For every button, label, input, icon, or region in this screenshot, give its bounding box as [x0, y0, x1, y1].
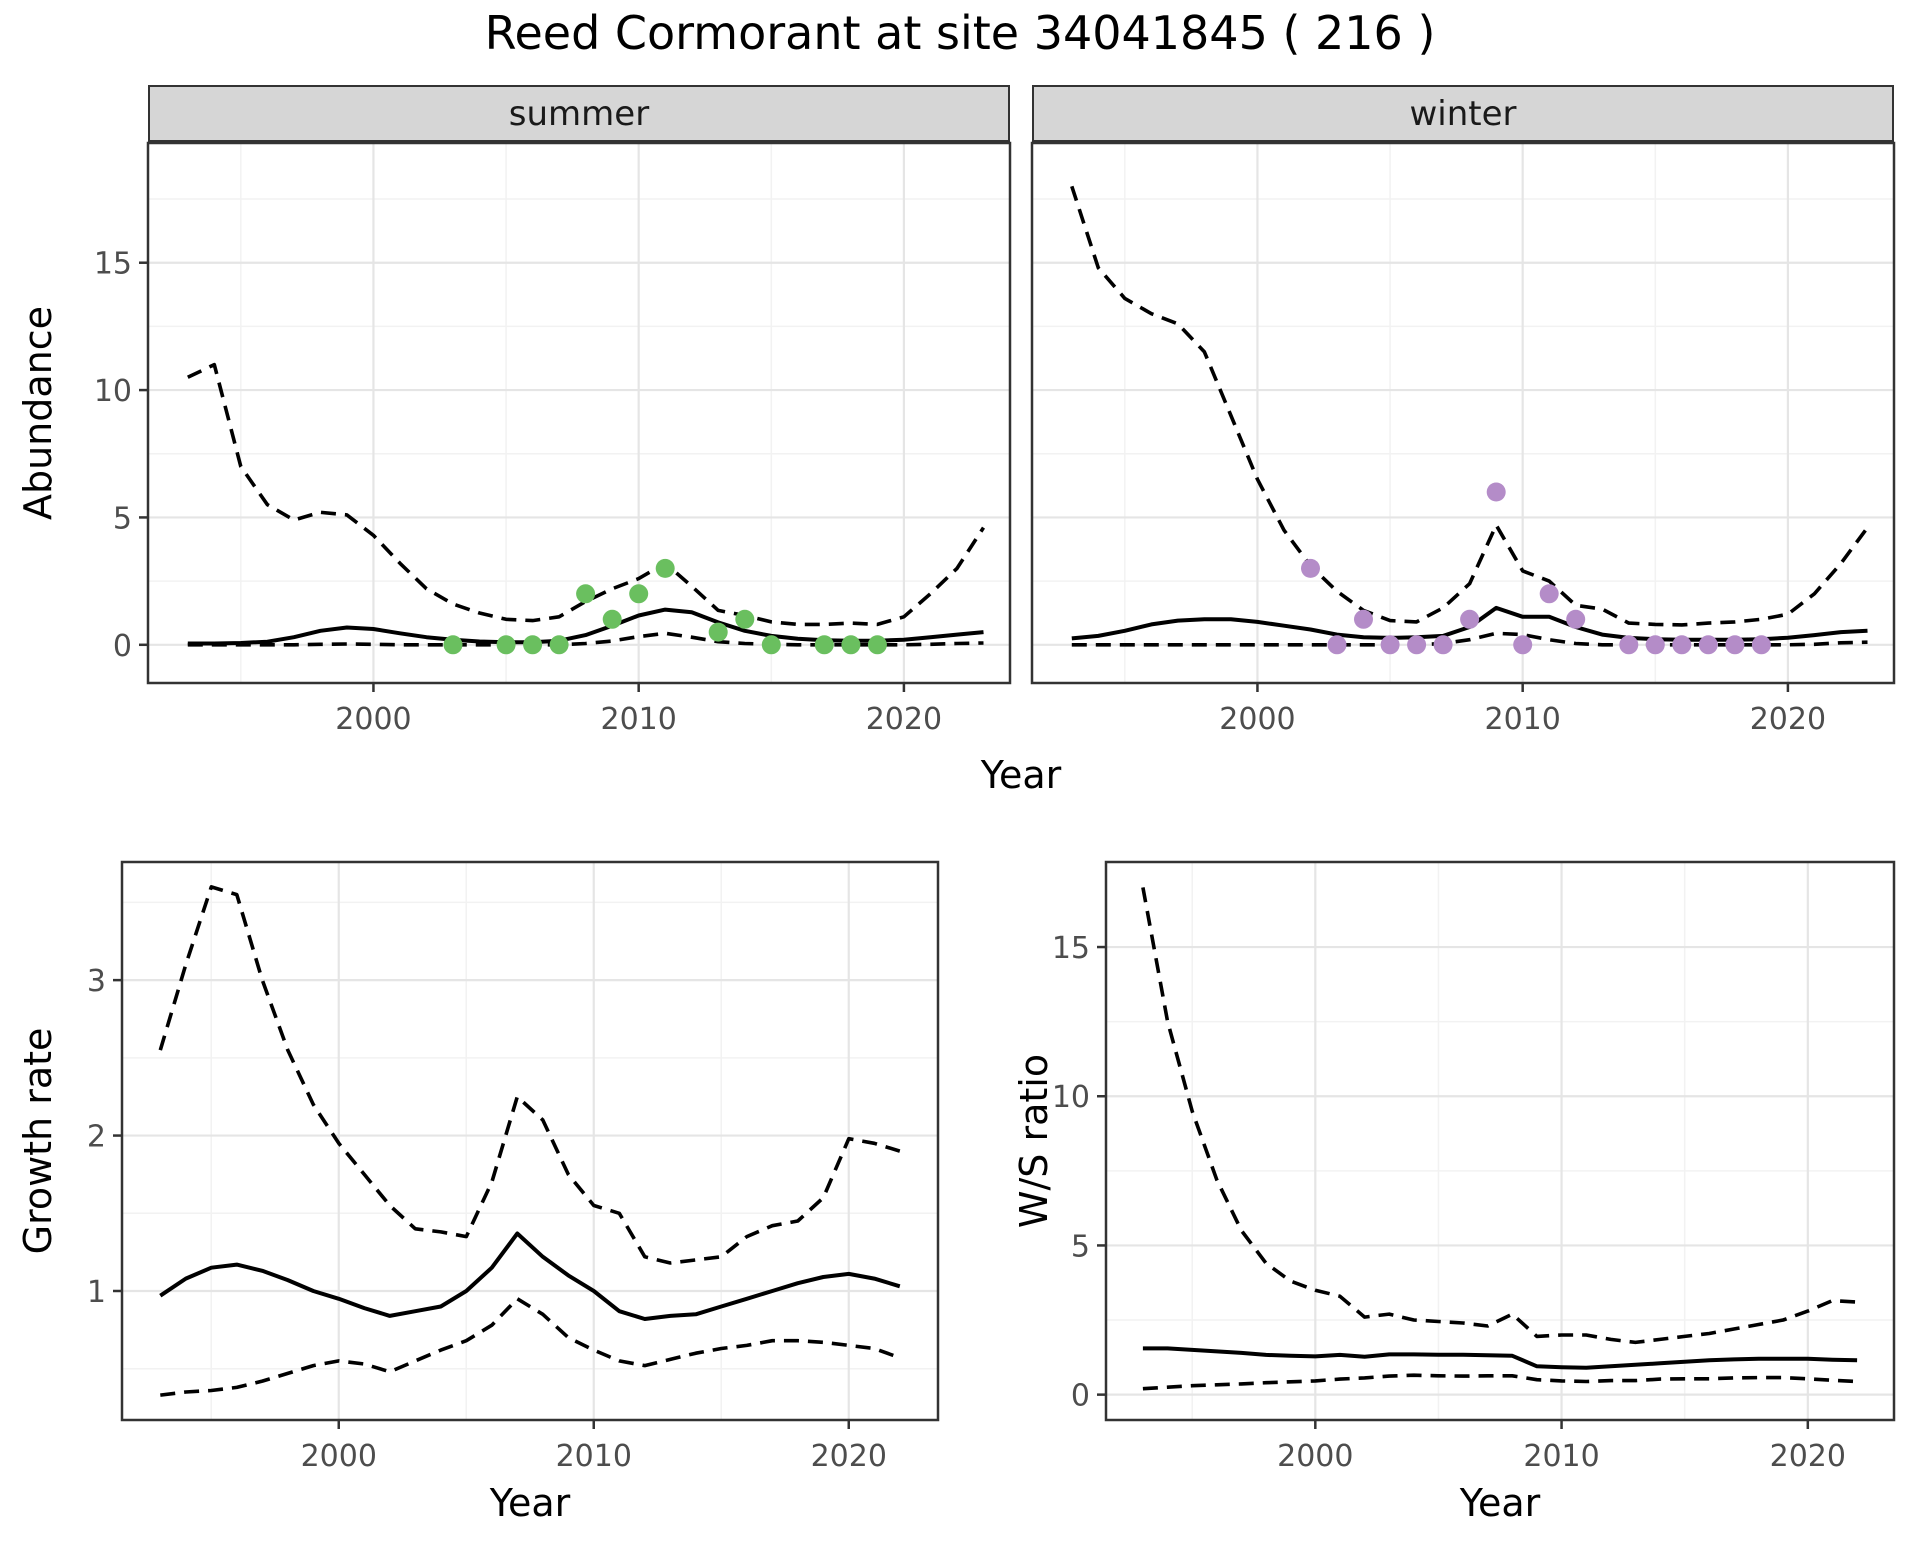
upper_ci-line — [1070, 185, 1869, 627]
data-point — [629, 584, 649, 604]
data-point — [1619, 635, 1639, 655]
data-point — [1566, 609, 1586, 629]
lower_ci-line — [1071, 631, 1868, 647]
data-point — [443, 635, 463, 655]
lower_ci-line — [187, 631, 984, 647]
data-point — [1433, 635, 1453, 655]
facet-strip-winter: winter — [1032, 85, 1894, 142]
x-tick-label: 2000 — [1277, 1439, 1353, 1474]
x-axis-title-year-growth: Year — [489, 1481, 571, 1525]
x-tick-label: 2010 — [1484, 702, 1560, 737]
data-point — [867, 635, 887, 655]
median-line — [159, 1231, 901, 1321]
data-point — [602, 609, 622, 629]
data-point — [735, 609, 755, 629]
upper_ci-line — [158, 885, 901, 1265]
x-tick-label: 2010 — [600, 702, 676, 737]
data-point — [1301, 558, 1320, 578]
panel-border — [146, 141, 1012, 685]
x-tick-label: 2010 — [1523, 1439, 1599, 1474]
panel-abundance_summer: 2000 2010 2020 0 5 10 15 — [94, 141, 1012, 737]
data-point — [523, 635, 543, 655]
y-tick-label: 0 — [1071, 1379, 1090, 1414]
data-point — [496, 635, 516, 655]
data-point — [1460, 609, 1480, 629]
data-point — [814, 635, 834, 655]
panel-border — [1030, 141, 1896, 685]
y-axis-title-ws-ratio: W/S ratio — [1012, 1053, 1056, 1229]
data-point — [1539, 584, 1559, 604]
data-point — [1751, 635, 1771, 655]
lower_ci-line — [160, 1297, 901, 1397]
facet-strip-summer: summer — [148, 85, 1010, 142]
plot-title: Reed Cormorant at site 34041845 ( 216 ) — [484, 6, 1436, 60]
x-tick-label: 2020 — [1750, 702, 1826, 737]
facet-strip-winter-label: winter — [1409, 93, 1517, 134]
x-tick-label: 2000 — [1219, 702, 1295, 737]
panel-ws_ratio: 2000 2010 2020 0 5 10 15 — [1052, 860, 1896, 1474]
data-point — [841, 635, 861, 655]
data-point — [761, 635, 781, 655]
y-tick-label: 2 — [87, 1120, 106, 1155]
x-tick-label: 2020 — [811, 1439, 887, 1474]
facet-strip-summer-label: summer — [508, 93, 650, 134]
data-point — [1645, 635, 1665, 655]
y-tick-label: 1 — [87, 1275, 106, 1310]
data-point — [1380, 635, 1400, 655]
series-group — [1141, 887, 1858, 1391]
y-tick-label: 15 — [94, 247, 132, 282]
data-point — [1513, 635, 1533, 655]
panel-border — [120, 860, 940, 1422]
panel-growth_rate: 2000 2010 2020 1 2 3 — [87, 860, 940, 1474]
data-point — [708, 622, 728, 642]
series-group — [158, 885, 901, 1397]
data-point — [1354, 609, 1373, 629]
data-point — [1672, 635, 1692, 655]
panel-background — [122, 862, 938, 1420]
data-point — [576, 584, 596, 604]
y-tick-label: 5 — [1071, 1229, 1090, 1264]
x-tick-label: 2020 — [866, 702, 942, 737]
y-tick-label: 5 — [113, 501, 132, 536]
data-point — [1698, 635, 1718, 655]
x-tick-label: 2010 — [556, 1439, 632, 1474]
y-axis-title-growth-rate: Growth rate — [16, 1027, 60, 1255]
panel-background — [1106, 862, 1894, 1420]
data-point — [1327, 635, 1347, 655]
x-axis-title-year-top: Year — [980, 753, 1062, 797]
upper_ci-line — [1141, 887, 1858, 1345]
median-line — [1142, 1346, 1858, 1370]
y-tick-label: 0 — [113, 629, 132, 664]
x-tick-label: 2000 — [335, 702, 411, 737]
x-tick-label: 2000 — [301, 1439, 377, 1474]
y-tick-label: 10 — [1052, 1080, 1090, 1115]
data-point — [655, 558, 675, 578]
y-axis-title-abundance: Abundance — [16, 305, 60, 521]
y-tick-label: 10 — [94, 374, 132, 409]
data-point — [549, 635, 569, 655]
data-point — [1725, 635, 1745, 655]
y-tick-label: 3 — [87, 964, 106, 999]
panel-background — [148, 143, 1010, 683]
panel-background — [1032, 143, 1894, 683]
x-tick-label: 2020 — [1770, 1439, 1846, 1474]
panel-abundance_winter: 2000 2010 2020 — [1030, 141, 1896, 737]
y-tick-label: 15 — [1052, 931, 1090, 966]
panel-border — [1104, 860, 1896, 1422]
data-point — [1486, 482, 1506, 502]
data-point — [1407, 635, 1427, 655]
x-axis-title-year-ws: Year — [1459, 1481, 1541, 1525]
